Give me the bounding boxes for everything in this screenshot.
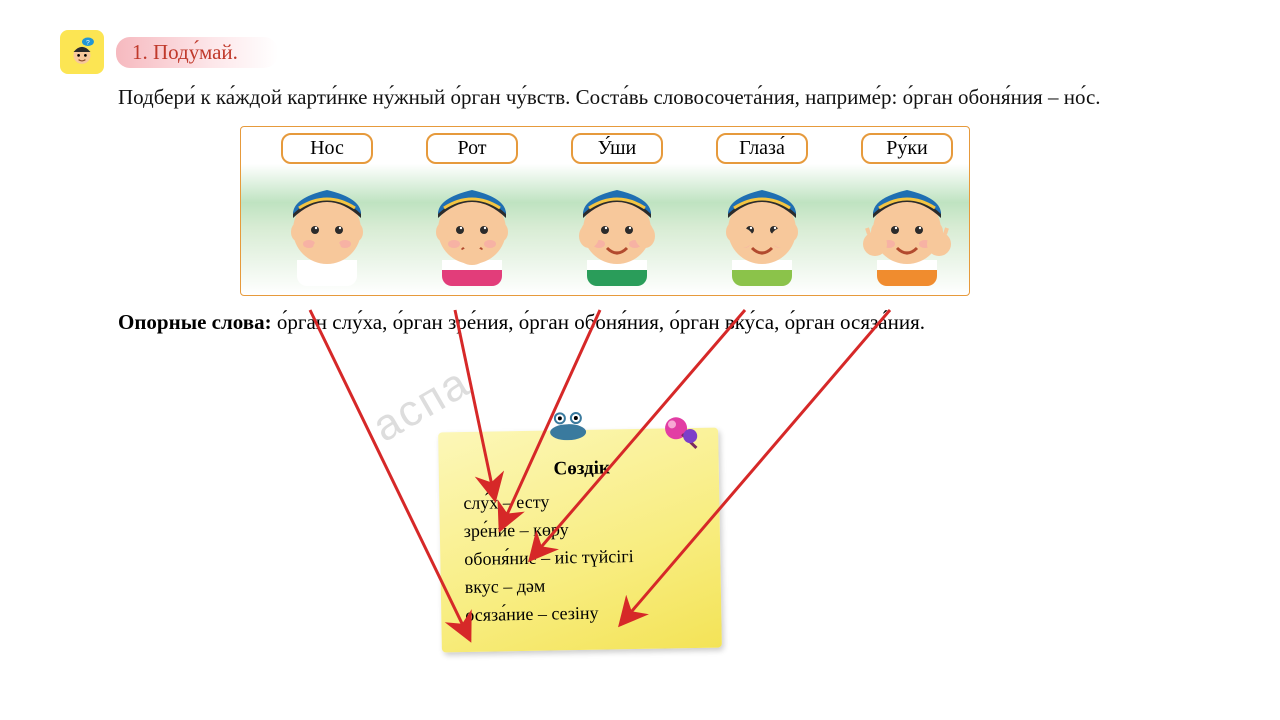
dict-row: вкус – дәм xyxy=(465,570,703,602)
hint-label: Опорные слова: xyxy=(118,310,272,334)
dict-row: обоня́ние – иіс түйсігі xyxy=(464,542,702,574)
dict-row: осяза́ние – сезіну xyxy=(465,597,703,629)
dict-row: слу́х – есту xyxy=(463,486,701,518)
card-Нос: Нос xyxy=(271,133,383,293)
card-label: Нос xyxy=(281,133,373,164)
hint-text: о́рган слу́ха, о́рган зре́ния, о́рган об… xyxy=(277,310,925,334)
sticky-note: Сөздік слу́х – естузре́ние – көруобоня́н… xyxy=(438,428,722,653)
card-label: Ру́ки xyxy=(861,133,953,164)
task-header: ? 1. Поду́май. xyxy=(60,30,1160,74)
card-Глаза́: Глаза́ xyxy=(706,133,818,293)
task-title-pill: 1. Поду́май. xyxy=(116,37,278,68)
sticky-note-wrap: Сөздік слу́х – естузре́ние – көруобоня́н… xyxy=(440,430,740,650)
cards-strip: Нос Рот У́ши xyxy=(240,126,970,296)
pin-icon xyxy=(662,414,703,455)
task-title: Поду́май. xyxy=(153,40,238,64)
card-Ру́ки: Ру́ки xyxy=(851,133,963,293)
think-icon: ? xyxy=(60,30,104,74)
crab-icon xyxy=(538,408,599,441)
dictionary-rows: слу́х – естузре́ние – көруобоня́ние – иі… xyxy=(463,486,703,630)
exercise-page: ? 1. Поду́май. Подбери́ к ка́ждой карти́… xyxy=(60,30,1160,339)
svg-text:?: ? xyxy=(86,39,90,46)
task-number: 1. xyxy=(132,40,148,64)
dictionary-title: Сөздік xyxy=(463,456,701,482)
hint-line: Опорные слова: о́рган слу́ха, о́рган зре… xyxy=(118,306,1160,339)
dict-row: зре́ние – көру xyxy=(464,514,702,546)
card-label: У́ши xyxy=(571,133,663,164)
card-Рот: Рот xyxy=(416,133,528,293)
task-instruction: Подбери́ к ка́ждой карти́нке ну́жный о́р… xyxy=(118,82,1160,112)
card-label: Рот xyxy=(426,133,518,164)
card-У́ши: У́ши xyxy=(561,133,673,293)
card-label: Глаза́ xyxy=(716,133,808,164)
